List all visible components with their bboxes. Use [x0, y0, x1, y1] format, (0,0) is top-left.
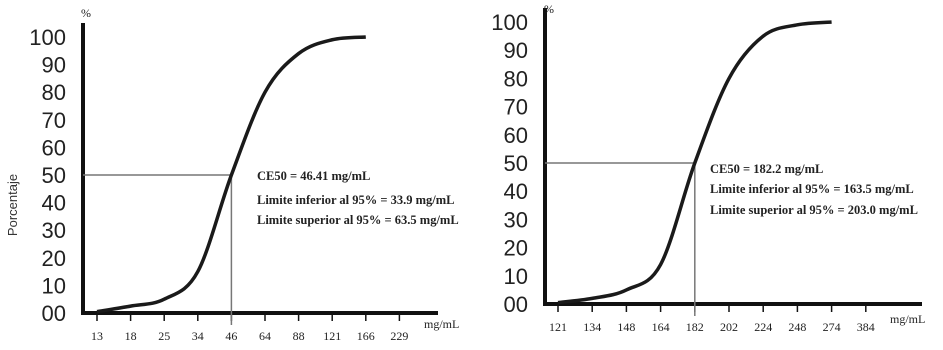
y-tick-label: 40: [504, 179, 528, 204]
x-tick-label: 134: [583, 320, 601, 334]
y-tick-label: 80: [42, 80, 66, 105]
ce50-annotation: CE50 = 46.41 mg/mL: [257, 169, 370, 183]
x-tick-label: 182: [686, 320, 704, 334]
y-axis-label: Porcentaje: [5, 174, 20, 236]
x-tick-label: 229: [390, 329, 408, 343]
y-tick-label: 10: [42, 273, 66, 298]
dose-response-curve: [557, 20, 832, 305]
y-unit-label: %: [544, 2, 554, 16]
x-axis-label: mg/mL: [424, 317, 459, 331]
x-tick-label: 46: [225, 329, 237, 343]
y-unit-label: %: [81, 6, 91, 20]
y-tick-label: 60: [504, 123, 528, 148]
x-tick-label: 248: [788, 320, 806, 334]
ce50-annotation: CE50 = 182.2 mg/mL: [710, 162, 823, 176]
y-tick-label: 70: [42, 108, 66, 133]
x-tick-label: 148: [617, 320, 635, 334]
y-tick-label: 50: [42, 163, 66, 188]
y-tick-label: 40: [42, 191, 66, 216]
y-tick-label: 70: [504, 95, 528, 120]
y-tick-label: 90: [504, 38, 528, 63]
x-tick-label: 121: [323, 329, 341, 343]
ce50-annotation: Limite superior al 95% = 63.5 mg/mL: [257, 213, 459, 227]
y-tick-label: 50: [504, 151, 528, 176]
y-tick-label: 80: [504, 66, 528, 91]
y-tick-label: 00: [42, 301, 66, 326]
chart-right: 00 10 20 30 40 50 60 70 80 90 100% 121 134 148 164 182 2…: [491, 2, 925, 334]
y-tick-label: 100: [29, 25, 66, 50]
x-tick-label: 121: [549, 320, 567, 334]
y-tick-label: 60: [42, 135, 66, 160]
y-tick-label: 20: [504, 236, 528, 261]
x-tick-label: 166: [357, 329, 375, 343]
y-tick-label: 10: [504, 264, 528, 289]
x-tick-label: 88: [293, 329, 305, 343]
x-axis-label: mg/mL: [890, 312, 925, 326]
x-tick-label: 384: [857, 320, 875, 334]
ce50-annotation: Limite inferior al 95% = 163.5 mg/mL: [710, 182, 914, 196]
x-tick-label: 34: [192, 329, 204, 343]
ce50-annotation: Limite superior al 95% = 203.0 mg/mL: [710, 203, 918, 217]
y-tick-label: 30: [42, 218, 66, 243]
y-tick-label: 00: [504, 292, 528, 317]
x-tick-label: 224: [754, 320, 772, 334]
y-tick-label: 90: [42, 53, 66, 78]
ce50-annotation: Limite inferior al 95% = 33.9 mg/mL: [257, 193, 455, 207]
dose-response-curve: [96, 35, 366, 314]
y-tick-label: 100: [491, 10, 528, 35]
y-tick-label: 30: [504, 207, 528, 232]
x-tick-label: 202: [720, 320, 738, 334]
y-tick-label: 20: [42, 246, 66, 271]
x-tick-label: 164: [652, 320, 670, 334]
x-tick-label: 274: [823, 320, 841, 334]
x-tick-label: 64: [259, 329, 271, 343]
x-tick-label: 18: [125, 329, 137, 343]
x-tick-label: 13: [91, 329, 103, 343]
x-tick-label: 25: [158, 329, 170, 343]
